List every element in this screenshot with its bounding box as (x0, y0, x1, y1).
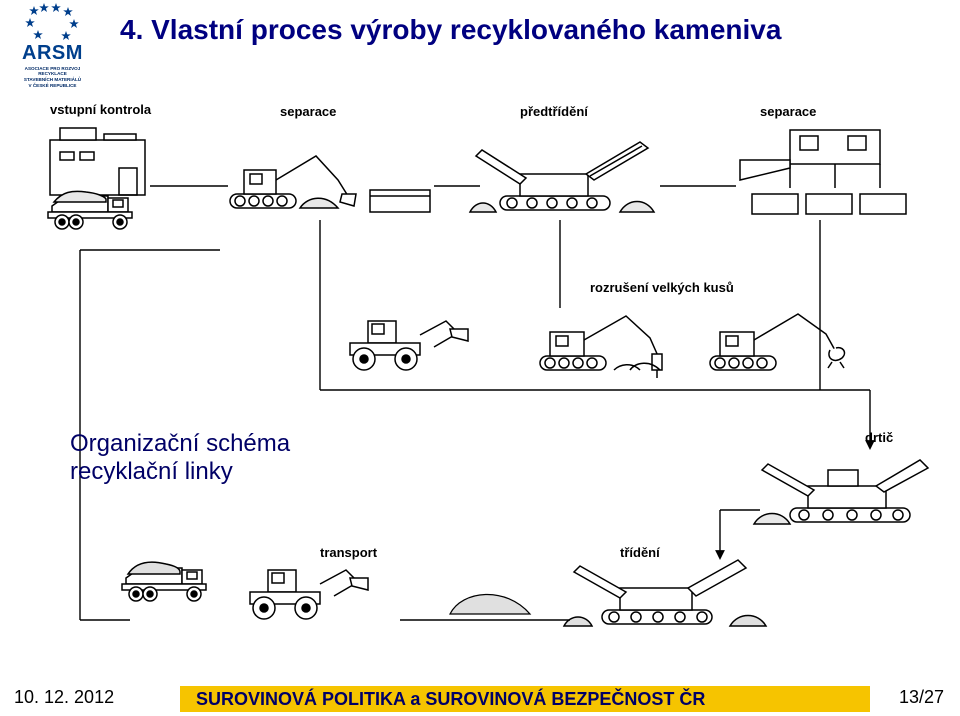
logo-subtitle-2: STAVEBNÍCH MATERIÁLŮ (10, 77, 95, 82)
caption-line-2: recyklační linky (70, 458, 290, 486)
logo-subtitle-1: ASOCIACE PRO ROZVOJ RECYKLACE (10, 66, 95, 76)
footer: 10. 12. 2012 SUROVINOVÁ POLITIKA a SUROV… (0, 682, 960, 716)
logo-arsm: ARSM ASOCIACE PRO ROZVOJ RECYKLACE STAVE… (10, 2, 95, 88)
label-rozruseni: rozrušení velkých kusů (590, 280, 734, 295)
label-trideni: třídění (620, 545, 660, 560)
slide: ARSM ASOCIACE PRO ROZVOJ RECYKLACE STAVE… (0, 0, 960, 716)
slide-title: 4. Vlastní proces výroby recyklovaného k… (120, 14, 781, 46)
process-diagram: vstupní kontrola separace předtřídění se… (20, 90, 940, 660)
diagram-caption: Organizační schéma recyklační linky (70, 430, 290, 486)
label-drtic: drtič (865, 430, 893, 445)
footer-page: 13/27 (899, 687, 944, 708)
label-transport: transport (320, 545, 377, 560)
caption-line-1: Organizační schéma (70, 430, 290, 458)
footer-date: 10. 12. 2012 (14, 687, 114, 708)
footer-bar-text: SUROVINOVÁ POLITIKA a SUROVINOVÁ BEZPEČN… (196, 689, 705, 710)
logo-wordmark: ARSM (10, 42, 95, 65)
footer-bar: SUROVINOVÁ POLITIKA a SUROVINOVÁ BEZPEČN… (180, 686, 870, 712)
logo-subtitle-3: V ČESKÉ REPUBLICE (10, 83, 95, 88)
label-predtrideni: předtřídění (520, 104, 588, 119)
logo-stars (24, 2, 82, 40)
label-separace-1: separace (280, 104, 336, 119)
label-vstupni-kontrola: vstupní kontrola (50, 102, 151, 117)
diagram-svg (20, 90, 940, 660)
label-separace-2: separace (760, 104, 816, 119)
